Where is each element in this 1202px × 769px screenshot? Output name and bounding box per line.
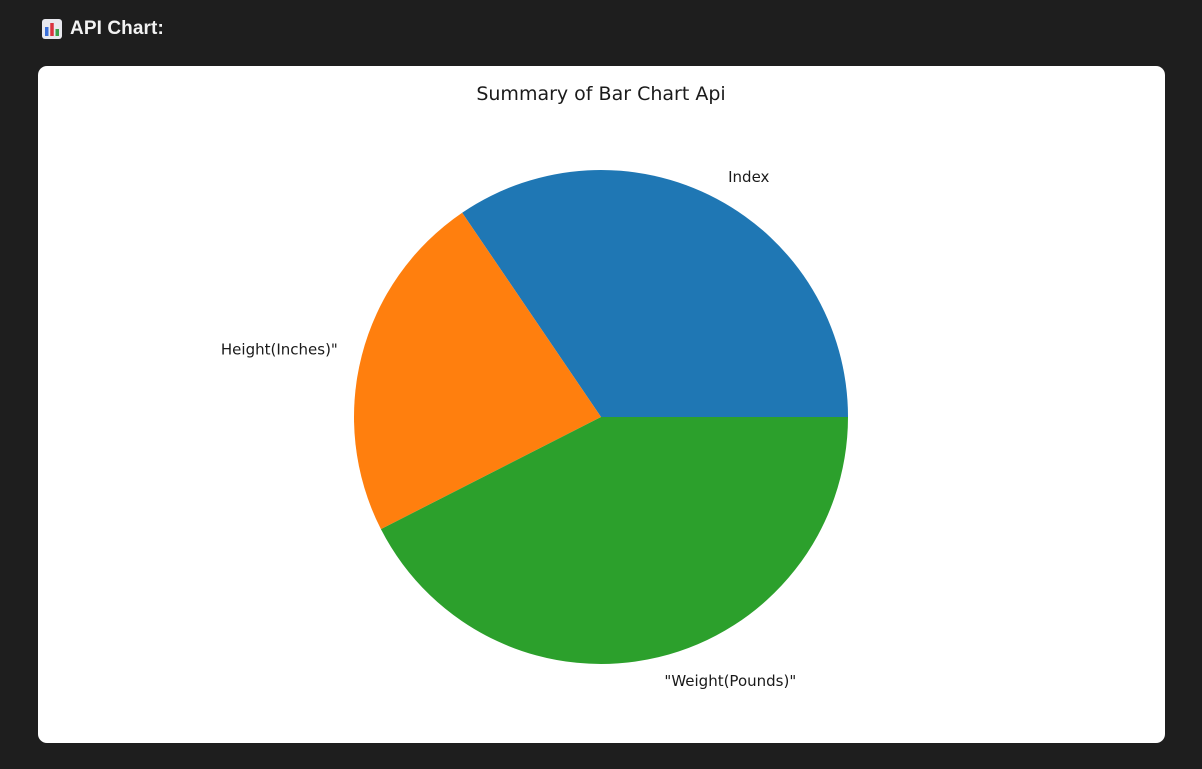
pie-slice-1: [354, 212, 601, 530]
pie-chart: Summary of Bar Chart Api Index Height(Inc…: [221, 83, 848, 690]
chart-card: Summary of Bar Chart Api Index Height(Inc…: [38, 66, 1165, 743]
pie-slices: [354, 170, 848, 664]
bar-chart-icon: [42, 19, 62, 39]
pie-slice-0: [462, 170, 848, 417]
page-title: API Chart:: [70, 18, 164, 39]
pie-slice-label-1: Height(Inches)": [221, 340, 338, 358]
pie-slice-2: [380, 417, 848, 664]
pie-labels: Index Height(Inches)" "Weight(Pounds)": [221, 168, 796, 690]
chart-title: Summary of Bar Chart Api: [476, 83, 725, 105]
chart-header: API Chart:: [42, 16, 164, 42]
pie-slice-label-2: "Weight(Pounds)": [664, 672, 796, 690]
pie-slice-label-0: Index: [728, 168, 769, 186]
